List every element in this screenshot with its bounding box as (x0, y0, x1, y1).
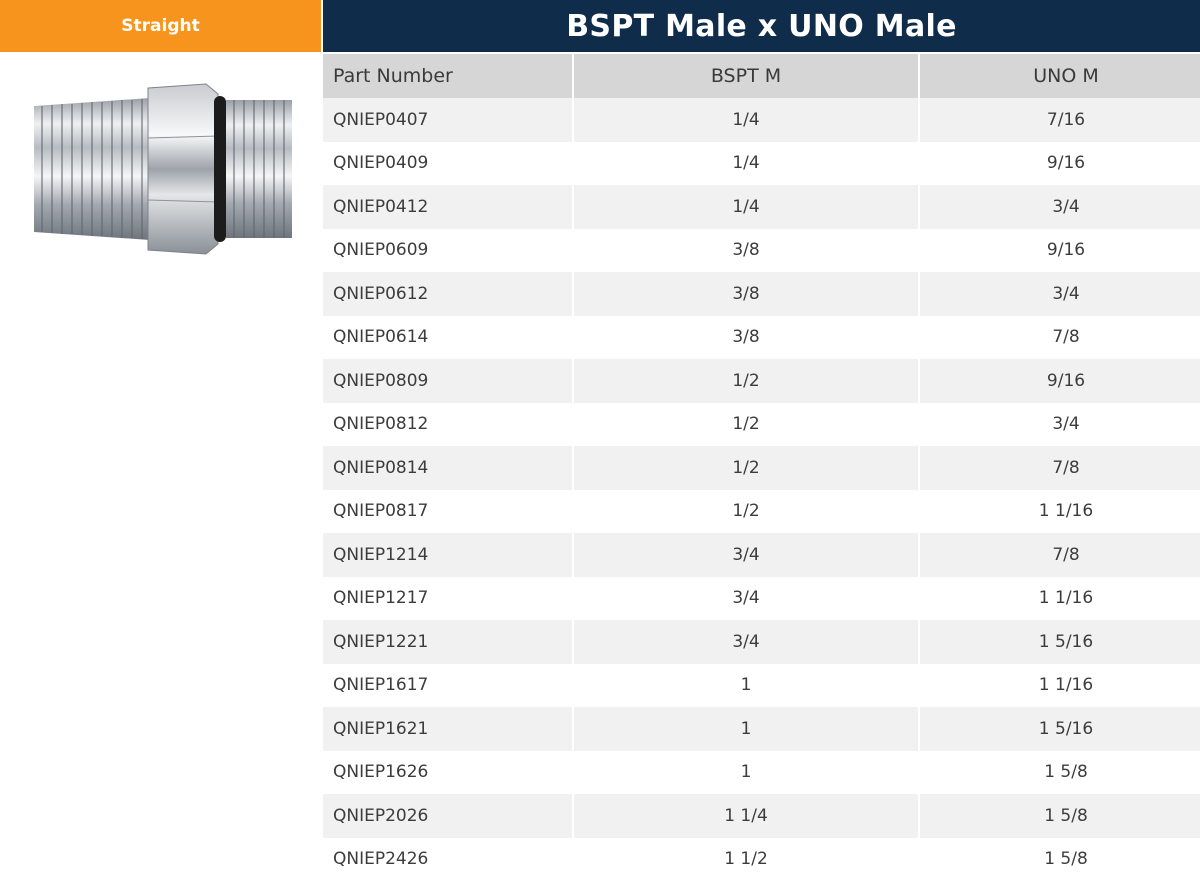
table-row: QNIEP1621 1 1 5/16 (323, 707, 1200, 751)
table-row: QNIEP2426 1 1/2 1 5/8 (323, 838, 1200, 881)
table-row: QNIEP1221 3/4 1 5/16 (323, 620, 1200, 664)
uno-cell: 1 5/16 (919, 707, 1200, 751)
table-row: QNIEP0812 1/2 3/4 (323, 403, 1200, 447)
fitting-image (28, 78, 300, 260)
table-row: QNIEP1626 1 1 5/8 (323, 751, 1200, 795)
uno-cell: 1 1/16 (919, 490, 1200, 534)
bspt-cell: 3/8 (573, 316, 919, 360)
table-row: QNIEP0814 1/2 7/8 (323, 446, 1200, 490)
column-header-part-number: Part Number (323, 53, 573, 98)
part-number-cell: QNIEP0409 (323, 142, 573, 186)
uno-cell: 1 5/8 (919, 838, 1200, 881)
uno-cell: 1 1/16 (919, 664, 1200, 708)
part-number-cell: QNIEP0812 (323, 403, 573, 447)
part-number-cell: QNIEP2426 (323, 838, 573, 881)
table-row: QNIEP1214 3/4 7/8 (323, 533, 1200, 577)
part-number-cell: QNIEP0809 (323, 359, 573, 403)
uno-cell: 1 5/16 (919, 620, 1200, 664)
uno-cell: 9/16 (919, 359, 1200, 403)
bspt-cell: 1/2 (573, 403, 919, 447)
table-row: QNIEP0612 3/8 3/4 (323, 272, 1200, 316)
table-row: QNIEP0614 3/8 7/8 (323, 316, 1200, 360)
table-row: QNIEP1617 1 1 1/16 (323, 664, 1200, 708)
part-number-cell: QNIEP0412 (323, 185, 573, 229)
uno-cell: 3/4 (919, 185, 1200, 229)
bspt-cell: 1/2 (573, 359, 919, 403)
part-number-cell: QNIEP0609 (323, 229, 573, 273)
uno-cell: 1 1/16 (919, 577, 1200, 621)
part-number-cell: QNIEP0407 (323, 98, 573, 142)
category-tab[interactable]: Straight (0, 0, 321, 52)
part-number-cell: QNIEP2026 (323, 794, 573, 838)
part-number-cell: QNIEP1617 (323, 664, 573, 708)
uno-cell: 3/4 (919, 403, 1200, 447)
bspt-cell: 3/4 (573, 533, 919, 577)
bspt-cell: 1 1/2 (573, 838, 919, 881)
table-header-row: Part Number BSPT M UNO M (323, 53, 1200, 98)
uno-cell: 7/16 (919, 98, 1200, 142)
part-number-cell: QNIEP0612 (323, 272, 573, 316)
uno-cell: 3/4 (919, 272, 1200, 316)
uno-cell: 7/8 (919, 316, 1200, 360)
part-number-cell: QNIEP0614 (323, 316, 573, 360)
bspt-cell: 1 1/4 (573, 794, 919, 838)
column-header-bspt: BSPT M (573, 53, 919, 98)
uno-cell: 9/16 (919, 142, 1200, 186)
part-number-cell: QNIEP1217 (323, 577, 573, 621)
bspt-cell: 1/4 (573, 98, 919, 142)
table-row: QNIEP0817 1/2 1 1/16 (323, 490, 1200, 534)
bspt-cell: 1/4 (573, 142, 919, 186)
column-header-uno: UNO M (919, 53, 1200, 98)
bspt-cell: 1 (573, 707, 919, 751)
uno-cell: 1 5/8 (919, 794, 1200, 838)
uno-cell: 1 5/8 (919, 751, 1200, 795)
uno-cell: 7/8 (919, 446, 1200, 490)
part-number-cell: QNIEP1214 (323, 533, 573, 577)
table-row: QNIEP0609 3/8 9/16 (323, 229, 1200, 273)
spec-table: Part Number BSPT M UNO M QNIEP0407 1/4 7… (323, 52, 1200, 881)
part-number-cell: QNIEP1221 (323, 620, 573, 664)
bspt-cell: 3/8 (573, 229, 919, 273)
spec-panel: BSPT Male x UNO Male Part Number BSPT M … (323, 0, 1200, 879)
table-row: QNIEP0412 1/4 3/4 (323, 185, 1200, 229)
table-row: QNIEP2026 1 1/4 1 5/8 (323, 794, 1200, 838)
bspt-cell: 1/2 (573, 446, 919, 490)
table-row: QNIEP0809 1/2 9/16 (323, 359, 1200, 403)
uno-cell: 7/8 (919, 533, 1200, 577)
part-number-cell: QNIEP0817 (323, 490, 573, 534)
bspt-cell: 3/8 (573, 272, 919, 316)
table-row: QNIEP1217 3/4 1 1/16 (323, 577, 1200, 621)
part-number-cell: QNIEP1626 (323, 751, 573, 795)
bspt-cell: 3/4 (573, 577, 919, 621)
bspt-cell: 3/4 (573, 620, 919, 664)
bspt-cell: 1 (573, 751, 919, 795)
page-title: BSPT Male x UNO Male (323, 0, 1200, 52)
left-panel: Straight (0, 0, 321, 879)
bspt-cell: 1 (573, 664, 919, 708)
part-number-cell: QNIEP1621 (323, 707, 573, 751)
uno-cell: 9/16 (919, 229, 1200, 273)
part-number-cell: QNIEP0814 (323, 446, 573, 490)
bspt-cell: 1/4 (573, 185, 919, 229)
table-row: QNIEP0407 1/4 7/16 (323, 98, 1200, 142)
table-row: QNIEP0409 1/4 9/16 (323, 142, 1200, 186)
bspt-cell: 1/2 (573, 490, 919, 534)
